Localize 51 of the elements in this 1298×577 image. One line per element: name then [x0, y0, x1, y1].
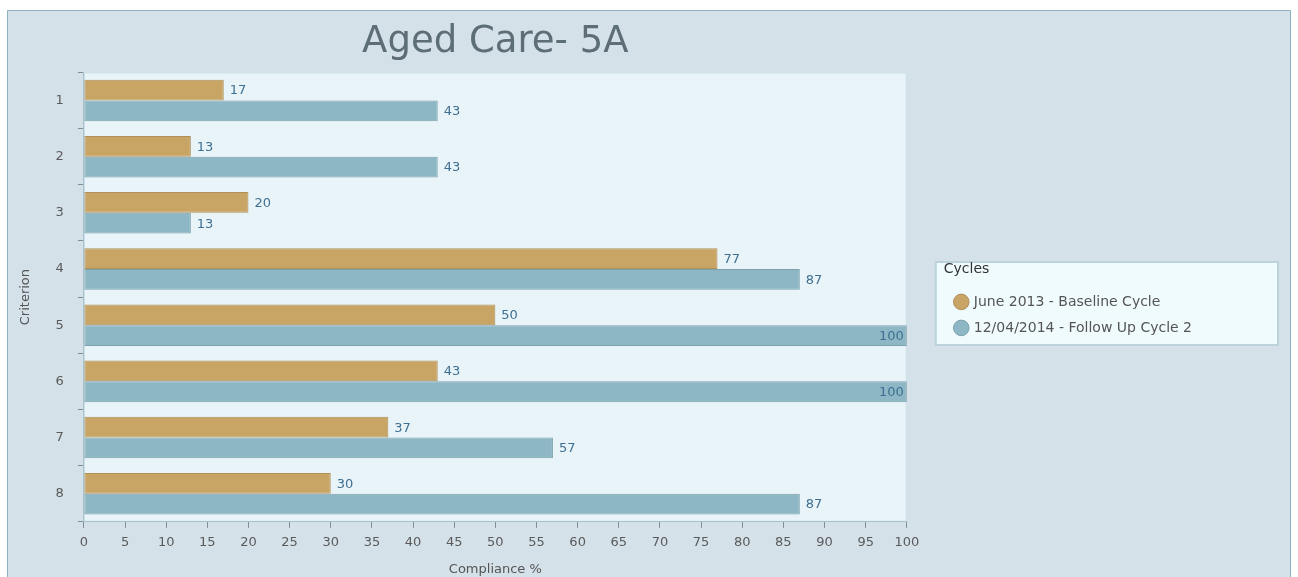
legend-label: June 2013 - Baseline Cycle — [972, 292, 1161, 309]
y-tick-label: 7 — [55, 428, 64, 444]
x-tick-label: 15 — [199, 533, 216, 549]
x-tick-label: 95 — [857, 533, 874, 549]
data-label: 43 — [443, 363, 461, 379]
data-label: 57 — [558, 440, 576, 456]
data-label: 20 — [254, 194, 271, 210]
x-tick-label: 75 — [692, 533, 710, 549]
x-tick-label: 5 — [120, 533, 130, 549]
y-tick-label: 6 — [55, 372, 64, 388]
y-tick-label: 8 — [55, 485, 64, 501]
x-tick-label: 55 — [528, 533, 545, 549]
data-label: 87 — [805, 496, 823, 512]
data-label: 50 — [501, 307, 518, 323]
x-tick-label: 50 — [487, 533, 504, 549]
x-tick-label: 40 — [404, 533, 422, 549]
data-label: 13 — [196, 138, 214, 154]
x-tick-label: 85 — [775, 533, 792, 549]
x-tick-label: 30 — [322, 533, 340, 549]
y-tick-label: 2 — [55, 148, 64, 164]
x-axis-title: Compliance % — [448, 560, 542, 576]
x-tick-label: 65 — [610, 533, 628, 549]
y-tick-label: 3 — [55, 204, 64, 220]
x-tick-label: 60 — [569, 533, 586, 549]
y-tick-label: 4 — [55, 260, 64, 276]
data-label: 43 — [443, 103, 461, 119]
legend-title: Cycles — [943, 259, 990, 276]
data-label: 37 — [394, 419, 411, 435]
data-label: 77 — [723, 251, 741, 266]
data-label: 87 — [805, 271, 823, 287]
x-tick-label: 80 — [733, 533, 751, 549]
data-label: 13 — [196, 215, 214, 231]
y-tick-label: 1 — [55, 91, 64, 107]
data-label: 100 — [878, 327, 904, 343]
data-label: 100 — [878, 384, 904, 400]
x-tick-label: 20 — [240, 533, 257, 549]
x-tick-label: 35 — [363, 533, 381, 549]
data-label: 43 — [443, 159, 461, 175]
y-tick-label: 5 — [55, 316, 64, 332]
legend-label: 12/04/2014 - Follow Up Cycle 2 — [973, 318, 1193, 335]
x-tick-label: 90 — [816, 533, 833, 549]
x-tick-label: 25 — [281, 533, 298, 549]
data-label: 17 — [229, 82, 247, 98]
x-tick-label: 10 — [157, 533, 175, 549]
chart-title: Aged Care- 5A — [362, 17, 629, 61]
x-tick-label: 45 — [445, 533, 463, 549]
x-tick-label: 100 — [894, 533, 920, 549]
data-label: 30 — [336, 475, 354, 491]
x-tick-label: 0 — [79, 533, 89, 549]
y-axis-title: Criterion — [17, 268, 33, 326]
x-tick-label: 70 — [651, 533, 669, 549]
